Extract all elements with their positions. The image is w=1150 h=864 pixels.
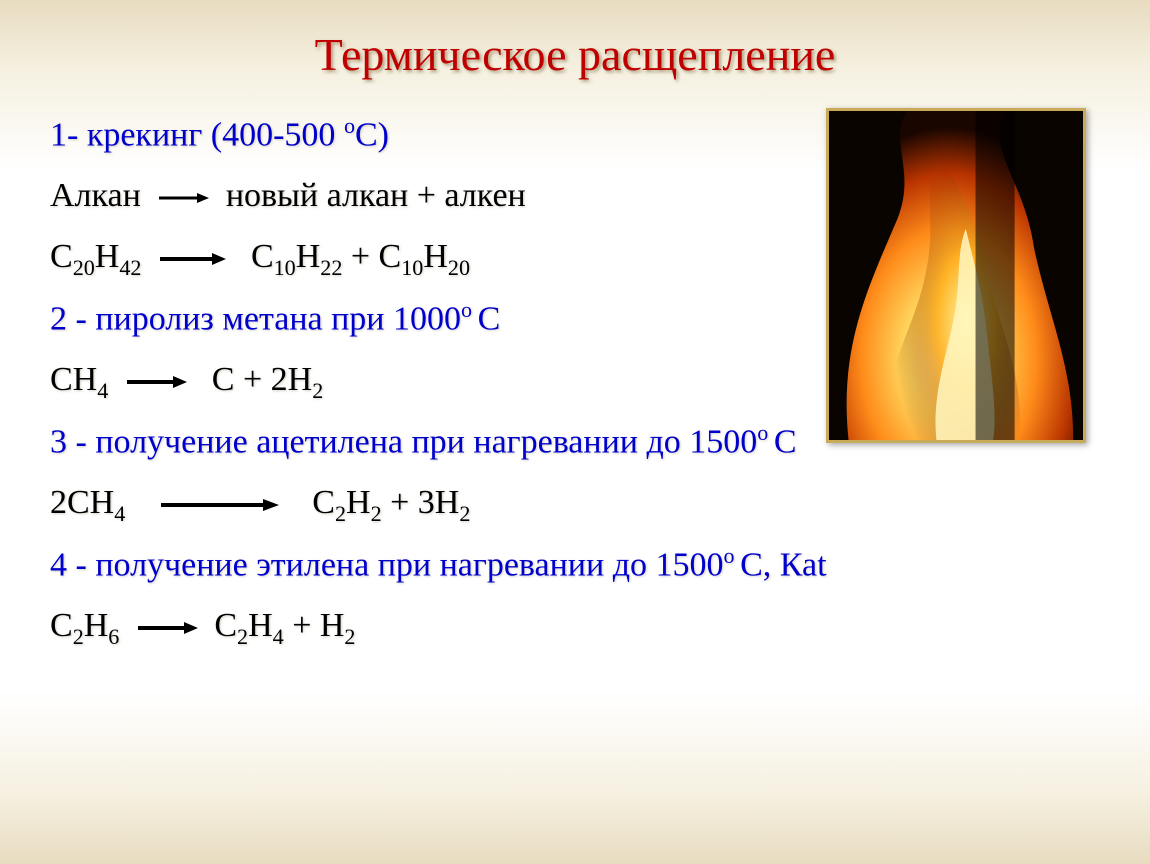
t: + С xyxy=(342,238,401,275)
arrow-icon xyxy=(157,191,209,205)
s: 10 xyxy=(274,255,296,280)
line-7: 2СН4 С2Н2 + 3Н2 xyxy=(50,477,1100,531)
sup: о xyxy=(757,420,774,445)
t: СН xyxy=(50,361,97,398)
arrow-icon xyxy=(159,498,279,512)
t: + Н xyxy=(284,607,345,644)
s: 2 xyxy=(344,624,355,649)
line-9: С2Н6 С2Н4 + Н2 xyxy=(50,600,1100,654)
text: С) xyxy=(355,116,389,153)
s: 42 xyxy=(119,255,141,280)
t: С xyxy=(251,238,274,275)
t: С + 2Н xyxy=(212,361,312,398)
s: 2 xyxy=(73,624,84,649)
t: 2 - пиролиз метана при 1000 xyxy=(50,300,461,337)
arrow-icon xyxy=(158,252,226,266)
t: С, Каt xyxy=(740,546,826,583)
text: новый алкан + алкен xyxy=(226,177,526,214)
t: Н xyxy=(423,238,448,275)
s: 2 xyxy=(237,624,248,649)
s: 20 xyxy=(73,255,95,280)
t: 4 - получение этилена при нагревании до … xyxy=(50,546,724,583)
fire-image xyxy=(826,108,1086,443)
s: 6 xyxy=(108,624,119,649)
t: 2СН xyxy=(50,484,114,521)
t: 3 - получение ацетилена при нагревании д… xyxy=(50,423,757,460)
t: Н xyxy=(296,238,321,275)
text: Алкан xyxy=(50,177,141,214)
arrow-icon xyxy=(136,621,198,635)
slide: Термическое расщепление 1- крекинг (400-… xyxy=(0,0,1150,864)
s: 4 xyxy=(273,624,284,649)
s: 2 xyxy=(312,378,323,403)
s: 22 xyxy=(320,255,342,280)
text-sup: о xyxy=(344,113,355,138)
arrow-icon xyxy=(125,375,187,389)
s: 4 xyxy=(114,501,125,526)
t: С xyxy=(774,423,797,460)
t: С xyxy=(214,607,237,644)
text: 1- крекинг (400-500 xyxy=(50,116,344,153)
sup: о xyxy=(461,297,478,322)
s: 20 xyxy=(448,255,470,280)
t: С xyxy=(50,238,73,275)
t: С xyxy=(312,484,335,521)
t: Н xyxy=(95,238,120,275)
t: Н xyxy=(346,484,371,521)
s: 2 xyxy=(335,501,346,526)
s: 2 xyxy=(371,501,382,526)
s: 4 xyxy=(97,378,108,403)
t: Н xyxy=(84,607,109,644)
s: 10 xyxy=(401,255,423,280)
t: Н xyxy=(248,607,273,644)
slide-title: Термическое расщепление xyxy=(50,28,1100,81)
t: С xyxy=(478,300,501,337)
t: С xyxy=(50,607,73,644)
line-8: 4 - получение этилена при нагревании до … xyxy=(50,539,1100,592)
sup: о xyxy=(724,543,741,568)
t: + 3Н xyxy=(382,484,460,521)
s: 2 xyxy=(459,501,470,526)
